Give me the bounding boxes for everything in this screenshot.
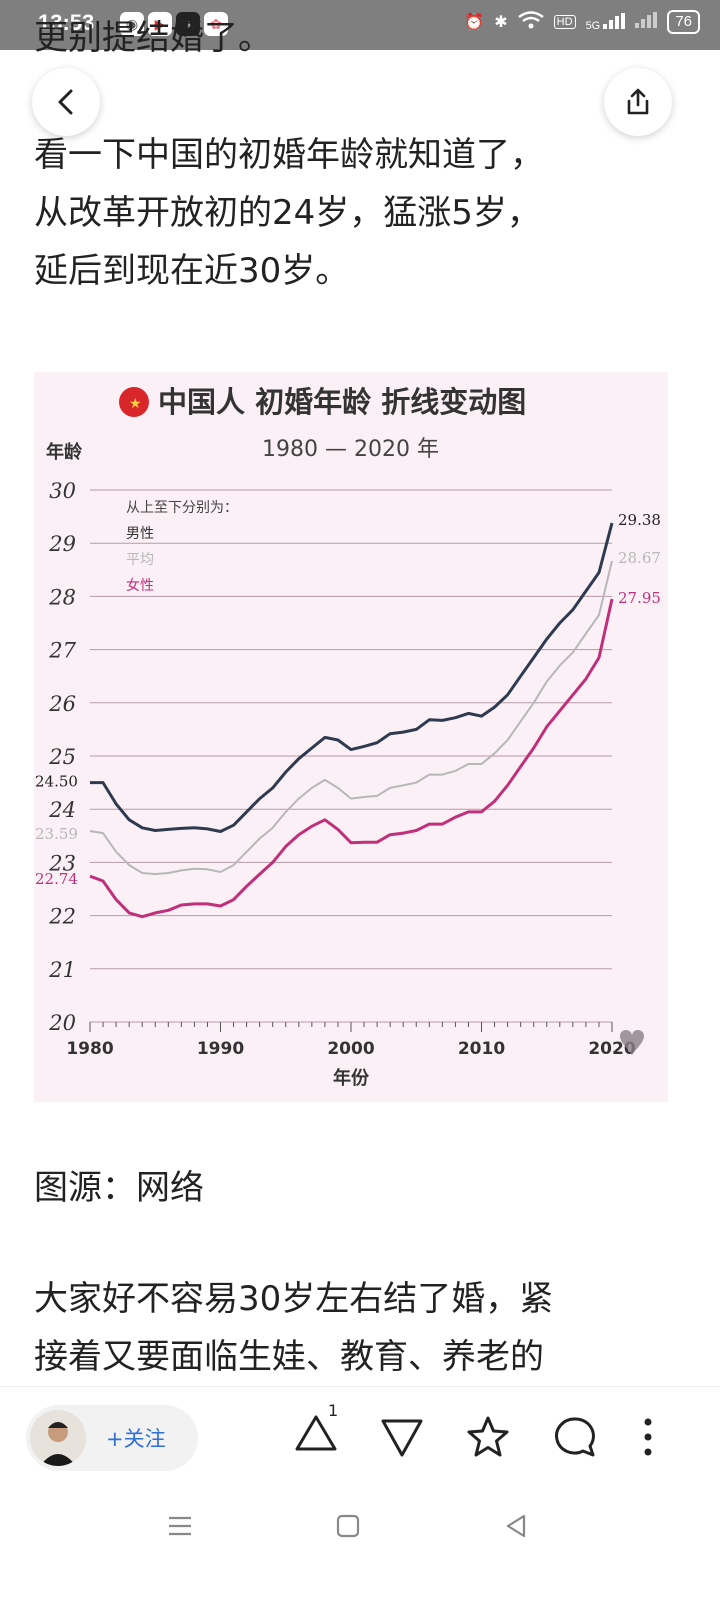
series-line-average xyxy=(89,560,613,876)
signal-icon: 5G xyxy=(585,12,626,32)
back-icon xyxy=(58,89,73,115)
wifi-icon xyxy=(517,10,544,34)
back-nav-icon xyxy=(506,1514,526,1538)
battery-icon: 76 xyxy=(667,10,700,34)
share-icon xyxy=(627,88,649,115)
favorite-button[interactable] xyxy=(464,1413,512,1465)
y-tick-label: 29 xyxy=(48,532,76,556)
x-tick-label: 2010 xyxy=(458,1039,505,1059)
article-text-top: 更别提结婚了。 xyxy=(34,18,272,58)
follow-label: +关注 xyxy=(106,1427,166,1451)
series-line-female xyxy=(89,598,614,919)
china-flag-icon xyxy=(119,387,149,417)
series-end-label: 29.38 xyxy=(618,511,661,529)
legend-entry: 平均 xyxy=(126,552,154,568)
y-tick-label: 24 xyxy=(48,798,76,822)
article-paragraph-2: 大家好不容易30岁左右结了婚，紧 接着又要面临生娃、教育、养老的 xyxy=(34,1270,684,1386)
y-tick-label: 22 xyxy=(48,905,76,929)
y-tick-label: 30 xyxy=(49,479,76,503)
y-tick-label: 25 xyxy=(48,745,76,769)
legend-entry: 男性 xyxy=(126,526,154,542)
chart-title: 中国人 初婚年龄 折线变动图 xyxy=(158,385,526,419)
back-nav-button[interactable] xyxy=(502,1512,530,1544)
hd-icon: HD xyxy=(553,15,576,29)
y-tick-label: 20 xyxy=(48,1011,76,1035)
legend-entry: 女性 xyxy=(126,577,154,594)
like-count: 1 xyxy=(328,1401,339,1420)
app-notification-icon: ◉ xyxy=(120,12,144,36)
share-button[interactable] xyxy=(604,68,672,136)
text-line: 看一下中国的初婚年龄就知道了， xyxy=(34,135,544,175)
like-icon xyxy=(295,1415,337,1451)
back-button[interactable] xyxy=(32,68,100,136)
star-icon xyxy=(467,1416,509,1457)
comment-icon xyxy=(555,1417,595,1457)
y-tick-label: 28 xyxy=(48,585,76,609)
dislike-icon xyxy=(381,1419,423,1457)
y-tick-label: 26 xyxy=(48,692,76,716)
series-start-label: 23.59 xyxy=(35,825,78,843)
status-time: 13:53 xyxy=(38,10,95,35)
y-tick-label: 21 xyxy=(48,958,76,982)
series-end-label: 28.67 xyxy=(618,549,661,567)
signal2-icon xyxy=(635,11,658,33)
dislike-button[interactable] xyxy=(378,1413,426,1465)
video-app-icon: ▶ xyxy=(148,12,172,36)
text-line: 大家好不容易30岁左右结了婚，紧 xyxy=(34,1279,554,1319)
menu-button[interactable] xyxy=(166,1512,194,1544)
series-start-label: 22.74 xyxy=(35,870,78,888)
app-icon: ✿ xyxy=(204,12,228,36)
text-line: 接着又要面临生娃、教育、养老的 xyxy=(34,1337,544,1377)
article-paragraph-1: 看一下中国的初婚年龄就知道了， 从改革开放初的24岁，猛涨5岁， 延后到现在近3… xyxy=(34,126,684,300)
image-caption: 图源：网络 xyxy=(34,1168,204,1208)
flag-star-icon: ★ xyxy=(129,396,142,412)
text-line: 延后到现在近30岁。 xyxy=(34,251,350,291)
text-line: 从改革开放初的24岁，猛涨5岁， xyxy=(34,193,541,233)
more-icon xyxy=(644,1418,652,1456)
notification-icons: ◉ ▶ ♪ ✿ xyxy=(120,12,228,36)
article-chart-image[interactable]: ★ 中国人 初婚年龄 折线变动图 1980 — 2020 年 年龄 20 21 22 23 24… xyxy=(34,372,668,1102)
home-icon xyxy=(336,1514,360,1538)
more-button[interactable] xyxy=(636,1413,660,1465)
x-tick-label: 2000 xyxy=(327,1039,374,1059)
series-start-label: 24.50 xyxy=(35,773,78,791)
heart-icon xyxy=(620,1030,644,1056)
x-tick-label: 1990 xyxy=(197,1039,244,1059)
y-axis-label: 年龄 xyxy=(46,441,83,463)
like-button[interactable]: 1 xyxy=(292,1401,340,1461)
x-tick-label: 1980 xyxy=(66,1039,113,1059)
menu-icon xyxy=(169,1516,191,1536)
marriage-age-chart: ★ 中国人 初婚年龄 折线变动图 1980 — 2020 年 年龄 20 21 22 23 24… xyxy=(35,385,661,1089)
x-axis-label: 年份 xyxy=(333,1067,370,1089)
chart-subtitle: 1980 — 2020 年 xyxy=(262,437,439,462)
status-right: ⏰ ✱ HD 5G 76 xyxy=(464,10,700,34)
home-button[interactable] xyxy=(334,1512,362,1544)
follow-author-button[interactable]: +关注 xyxy=(26,1405,198,1471)
tiktok-icon: ♪ xyxy=(176,12,200,36)
bluetooth-icon: ✱ xyxy=(494,14,508,31)
status-bar: 13:53 ◉ ▶ ♪ ✿ ⏰ ✱ HD 5G 76 xyxy=(0,0,720,50)
series-end-label: 27.95 xyxy=(618,589,661,607)
bottom-action-bar: +关注 1 xyxy=(0,1386,720,1497)
author-avatar[interactable] xyxy=(30,1410,86,1466)
y-tick-label: 27 xyxy=(48,639,76,663)
series-line-male xyxy=(90,522,614,833)
alarm-icon: ⏰ xyxy=(464,14,485,31)
y-tick-label: 23 xyxy=(48,851,76,875)
system-nav-bar xyxy=(0,1496,720,1600)
legend-title: 从上至下分别为： xyxy=(126,500,238,516)
comment-button[interactable] xyxy=(551,1413,599,1465)
network-type: 5G xyxy=(585,19,601,32)
